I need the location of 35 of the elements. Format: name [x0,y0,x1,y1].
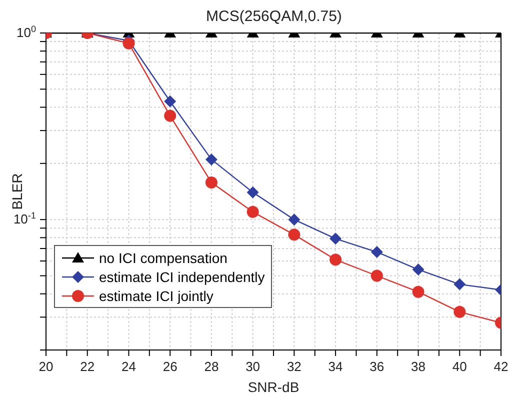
y-tick-label: 10$^{0}$ [16,24,36,40]
x-tick-label: 26 [162,359,178,374]
x-tick-label: 24 [121,359,136,374]
x-tick-label: 38 [411,359,426,374]
x-axis-title: SNR-dB [248,379,300,395]
point [164,110,176,122]
point [330,232,342,245]
point [454,278,466,290]
point [205,176,218,189]
legend-label: no ICI compensation [99,250,228,266]
y-axis-title: BLER [9,173,25,210]
y-tick-label: 10$^{-1}$ [13,210,36,227]
x-tick-label: 42 [494,359,508,374]
point [330,254,342,266]
x-tick-label: 28 [204,359,219,374]
point [288,228,300,241]
x-tick-label: 40 [452,359,467,374]
x-tick-label: 32 [286,359,302,374]
point [205,153,218,166]
point [412,286,424,298]
point [246,206,259,218]
point [370,246,383,258]
point [454,306,466,318]
x-tick-label: 22 [80,359,95,374]
x-tick-label: 36 [370,359,384,374]
chart-title: MCS(256QAM,0.75) [205,8,343,25]
point [246,186,259,198]
x-tick-label: 30 [246,359,260,374]
legend-label: estimate ICI jointly [99,288,214,304]
point [370,270,383,282]
point [412,264,424,276]
point [288,214,300,226]
x-tick-label: 34 [328,359,343,374]
x-tick-label: 20 [38,359,54,374]
legend-label: estimate ICI independently [99,268,265,284]
